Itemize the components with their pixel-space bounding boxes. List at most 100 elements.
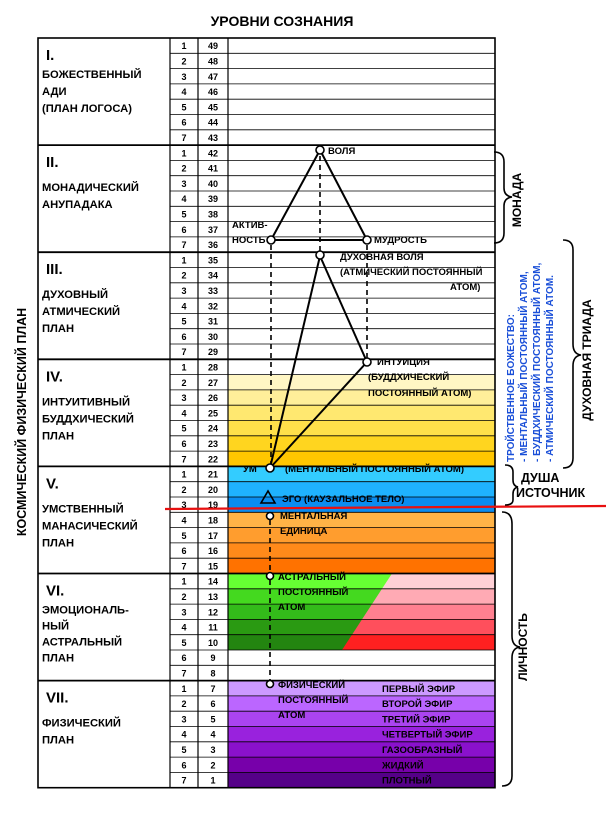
subplane-number: 2 — [181, 378, 186, 388]
buddhic-atom-label-1: (БУДДХИЧЕСКИЙ — [368, 371, 449, 383]
subplane-row-bg — [228, 99, 495, 115]
plane-name-line: МОНАДИЧЕСКИЙ — [42, 181, 139, 194]
astral-stripe — [352, 619, 495, 635]
number-columns: 1 492 483 474 465 456 447 431 422 413 404 395 386 377… — [181, 41, 218, 785]
soul-label: ДУША — [521, 471, 559, 485]
subplane-row-bg — [228, 420, 495, 436]
mental-unit-label-1: МЕНТАЛЬНАЯ — [280, 511, 348, 522]
dashed-links — [269, 156, 368, 680]
subplane-number: 6 — [181, 118, 186, 128]
subplane-row-bg — [228, 435, 495, 452]
level-number: 34 — [208, 271, 218, 281]
plane-name-line: АСТРАЛЬНЫЙ — [42, 636, 122, 649]
triple-divinity-line-4: - АТМИЧЕСКИЙ ПОСТОЯННЫЙ АТОМ. — [543, 275, 556, 462]
subplane-row-bg — [228, 711, 495, 727]
wisdom-label: МУДРОСТЬ — [374, 235, 427, 246]
plane-name-line: ПЛАН — [42, 537, 74, 549]
atmic-atom-point — [315, 250, 325, 260]
subplane-row-bg — [228, 451, 495, 467]
subplane-row-bg — [228, 772, 495, 788]
physical-subplane-label: ТРЕТИЙ ЭФИР — [382, 713, 451, 725]
subplane-number: 6 — [181, 760, 186, 770]
subplane-number: 7 — [181, 561, 186, 571]
activity-label-2: НОСТЬ — [232, 235, 266, 246]
subplane-number: 3 — [181, 607, 186, 617]
subplane-row-bg — [228, 665, 495, 681]
level-number: 40 — [208, 179, 218, 189]
level-number: 11 — [208, 623, 218, 633]
level-number: 33 — [208, 286, 218, 296]
subplane-number: 1 — [181, 362, 186, 372]
astral-atom-label-2: ПОСТОЯННЫЙ — [278, 586, 349, 598]
subplane-number: 1 — [181, 255, 186, 265]
soul-boundary-line — [164, 504, 607, 511]
subplane-row-bg — [228, 282, 495, 299]
level-number: 29 — [208, 347, 218, 357]
level-number: 17 — [208, 531, 218, 541]
level-number: 21 — [208, 470, 218, 480]
soul-brace — [504, 464, 519, 506]
triple-divinity-line-1: ТРОЙСТВЕННОЕ БОЖЕСТВО: — [504, 314, 517, 462]
level-number: 36 — [208, 240, 218, 250]
plane-block: V. УМСТВЕННЫЙ МАНАСИЧЕСКИЙ ПЛАН — [42, 475, 138, 549]
level-number: 37 — [208, 225, 218, 235]
subplane-row-bg — [228, 83, 495, 100]
level-number: 12 — [208, 607, 218, 617]
plane-name-line: ПЛАН — [42, 735, 74, 747]
level-number: 19 — [208, 500, 218, 510]
physical-atom-label-1: ФИЗИЧЕСКИЙ — [278, 679, 345, 691]
subplane-row-bg — [228, 695, 495, 712]
physical-atom-point — [265, 679, 275, 689]
subplane-row-bg — [228, 206, 495, 222]
plane-name-line: БОЖЕСТВЕННЫЙ — [42, 68, 142, 81]
subplane-number: 7 — [181, 776, 186, 786]
subplane-number: 4 — [181, 515, 186, 525]
physical-atom-label-2: ПОСТОЯННЫЙ — [278, 694, 349, 706]
astral-stripe — [372, 588, 495, 605]
subplane-row-bg — [228, 191, 495, 207]
subplane-row-bg — [228, 129, 495, 146]
subplane-number: 6 — [181, 653, 186, 663]
level-number: 2 — [210, 760, 215, 770]
physical-subplane-labels: ПЕРВЫЙ ЭФИР ВТОРОЙ ЭФИР ТРЕТИЙ ЭФИР ЧЕТВЕРТ… — [381, 683, 473, 787]
level-number: 31 — [208, 317, 218, 327]
subplane-number: 5 — [181, 531, 186, 541]
plane-name-line: УМСТВЕННЫЙ — [42, 502, 124, 515]
physical-subplane-label: ВТОРОЙ ЭФИР — [382, 698, 453, 710]
subplane-number: 7 — [181, 454, 186, 464]
subplane-number: 3 — [181, 393, 186, 403]
triple-divinity-line-3: - БУДДХИЧЕСКИЙ ПОСТОЯННЫЙ АТОМ, — [530, 262, 543, 462]
subplane-number: 2 — [181, 164, 186, 174]
plane-name-line: ИНТУИТИВНЫЙ — [42, 395, 130, 408]
monada-label: МОНАДА — [510, 173, 524, 228]
subplane-row-bg — [228, 68, 495, 84]
atmic-atom-label-2: АТОМ) — [450, 282, 480, 293]
level-number: 24 — [208, 424, 218, 434]
triad-triangle — [269, 255, 368, 469]
subplane-row-bg — [228, 512, 495, 528]
subplane-number: 5 — [181, 745, 186, 755]
plane-name-line: ПЛАН — [42, 323, 74, 335]
subplane-row-bg — [228, 175, 495, 191]
level-number: 7 — [210, 684, 215, 694]
astral-atom-point — [265, 571, 275, 581]
subplane-row-bg — [228, 252, 495, 268]
plane-name-line: МАНАСИЧЕСКИЙ — [42, 519, 138, 532]
level-number: 30 — [208, 332, 218, 342]
subplane-row-bg — [228, 38, 495, 54]
spiritual-triad-label: ДУХОВНАЯ ТРИАДА — [580, 299, 594, 421]
level-number: 22 — [208, 454, 218, 464]
buddhic-atom-point — [362, 357, 372, 367]
subplane-number: 3 — [181, 72, 186, 82]
subplane-number: 4 — [181, 730, 186, 740]
subplane-row-bg — [228, 114, 495, 130]
plane-name-line: ФИЗИЧЕСКИЙ — [42, 717, 121, 730]
level-number: 26 — [208, 393, 218, 403]
plane-name-line: АДИ — [42, 86, 67, 98]
level-number: 1 — [210, 776, 215, 786]
subplane-number: 1 — [181, 684, 186, 694]
subplane-number: 2 — [181, 56, 186, 66]
level-number: 27 — [208, 378, 218, 388]
astral-atom-label-1: АСТРАЛЬНЫЙ — [278, 571, 346, 583]
volya-point — [315, 145, 325, 155]
